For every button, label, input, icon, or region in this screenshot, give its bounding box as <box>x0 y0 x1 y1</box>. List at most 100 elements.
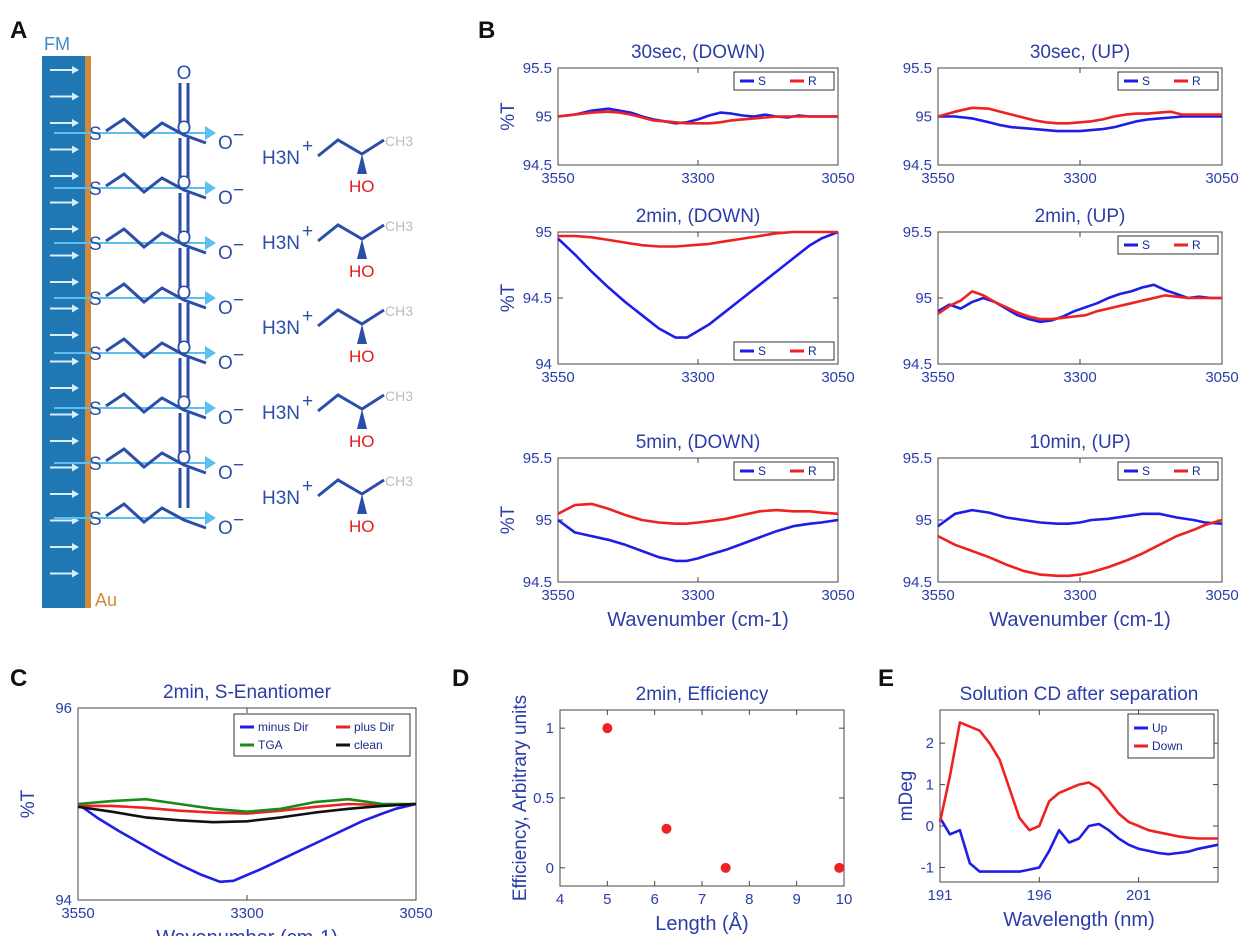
y-tick-label: 95.5 <box>523 450 552 467</box>
y-tick-label: 95 <box>915 512 932 529</box>
y-tick-label: 94 <box>55 892 72 909</box>
x-tick-label: 10 <box>836 891 853 908</box>
x-tick-label: 3050 <box>821 369 854 386</box>
legend-entry: minus Dir <box>258 720 309 734</box>
x-tick-label: 4 <box>556 891 564 908</box>
y-tick-label: 94.5 <box>903 574 932 591</box>
carbonyl-oxygen: O <box>177 338 192 359</box>
carbonyl-oxygen: O <box>177 283 192 304</box>
series-line-r <box>937 290 1222 321</box>
chart-title: 2min, S-Enantiomer <box>163 682 332 703</box>
x-tick-label: 3300 <box>230 905 263 922</box>
sulfur-atom: S <box>89 454 102 475</box>
x-tick-label: 201 <box>1126 887 1151 904</box>
legend-box <box>733 71 835 91</box>
legend-entry: R <box>808 344 817 358</box>
au-label: Au <box>95 590 117 610</box>
legend-entry: R <box>1192 464 1201 478</box>
panel-letter-e: E <box>878 665 894 692</box>
thiol-chains: SOO −SOO −SOO −SOO −SOO −SOO −SOO −SOO − <box>54 63 244 539</box>
chart-5min-down: 5min, (DOWN) 3550 3300 3050 94.5 95 95.5 %T Wave… <box>498 432 855 631</box>
y-tick-label: 0 <box>546 860 554 877</box>
sulfur-atom: S <box>89 399 102 420</box>
y-tick-label: 95 <box>535 109 552 126</box>
chart-solution-cd: Solution CD after separation 191 196 201 -1 0… <box>896 684 1219 931</box>
x-axis-label: Wavelength (nm) <box>1003 909 1155 931</box>
carboxylate-charge: − <box>233 235 244 256</box>
thiol-molecule-7: SOO − <box>54 448 244 539</box>
legend-box <box>1117 71 1219 91</box>
carbonyl-oxygen: O <box>177 118 192 139</box>
amine-group: H3N <box>262 318 300 339</box>
x-axis-label: Wavenumber (cm-1) <box>989 609 1171 631</box>
methyl-group: CH3 <box>385 473 413 489</box>
sulfur-atom: S <box>89 179 102 200</box>
plot-frame <box>559 709 845 887</box>
y-tick-label: -1 <box>921 859 934 876</box>
amino-alcohol-4: H3N+ HO CH3 <box>262 473 413 536</box>
x-tick-label: 3050 <box>1205 170 1238 187</box>
legend-entry: plus Dir <box>354 720 395 734</box>
panel-letter-a: A <box>10 17 27 44</box>
x-tick-label: 8 <box>745 891 753 908</box>
sulfur-atom: S <box>89 234 102 255</box>
carboxylate-charge: − <box>233 290 244 311</box>
x-tick-label: 9 <box>792 891 800 908</box>
amino-alcohol-3: H3N+ HO CH3 <box>262 388 413 451</box>
magnetization-arrow-1 <box>50 92 79 101</box>
chart-title: 30sec, (UP) <box>1030 42 1130 63</box>
series-line-s <box>938 115 1222 133</box>
x-axis-label: Wavenumber (cm-1) <box>156 927 338 936</box>
legend-entry: S <box>758 464 766 478</box>
methyl-group: CH3 <box>385 218 413 234</box>
amino-alcohol-2: H3N+ HO CH3 <box>262 303 413 366</box>
carboxylate-charge: − <box>233 510 244 531</box>
x-tick-label: 6 <box>650 891 658 908</box>
amine-group: H3N <box>262 148 300 169</box>
chart-efficiency: 2min, Efficiency 4 5 6 7 8 9 10 0 0.5 1 Efficiency,… <box>510 684 852 935</box>
ferromagnet-layer <box>42 56 85 608</box>
x-tick-label: 3050 <box>821 587 854 604</box>
y-tick-label: 95.5 <box>903 450 932 467</box>
y-axis-label: mDeg <box>896 771 917 822</box>
data-point <box>720 862 731 873</box>
data-point <box>661 823 672 834</box>
thiol-molecule-0: SOO − <box>54 63 244 154</box>
hydroxyl-group: HO <box>349 347 375 366</box>
chart-title: 2min, (DOWN) <box>636 206 761 227</box>
carboxylate-oxygen: O <box>218 353 233 374</box>
legend: minus Dir plus Dir TGA clean <box>233 713 411 757</box>
amine-charge: + <box>302 391 313 412</box>
y-axis-label: %T <box>18 789 39 818</box>
y-tick-label: 95 <box>535 512 552 529</box>
magnetization-arrows <box>50 66 79 578</box>
legend-box <box>733 341 835 361</box>
chart-10min-up: 10min, (UP) 3550 3300 3050 94.5 95 95.5 Wavenum… <box>903 432 1239 631</box>
panel-letter-d: D <box>452 665 469 692</box>
thiol-molecule-3: SOO − <box>54 228 244 319</box>
y-axis-label: %T <box>498 283 519 312</box>
carbonyl-oxygen: O <box>177 448 192 469</box>
x-axis-label: Wavenumber (cm-1) <box>607 609 789 631</box>
y-tick-label: 95.5 <box>903 60 932 77</box>
x-tick-label: 3050 <box>821 170 854 187</box>
x-tick-label: 3300 <box>681 170 714 187</box>
sulfur-atom: S <box>89 344 102 365</box>
x-tick-label: 3050 <box>1205 369 1238 386</box>
y-axis-label: %T <box>498 505 519 534</box>
x-tick-label: 3550 <box>541 587 574 604</box>
legend-entry: R <box>1192 74 1201 88</box>
carbonyl-oxygen: O <box>177 63 192 84</box>
amine-charge: + <box>302 306 313 327</box>
legend-entry: S <box>1142 238 1150 252</box>
amino-alcohol-1: H3N+ HO CH3 <box>262 218 413 281</box>
carboxylate-oxygen: O <box>218 188 233 209</box>
gold-layer <box>85 56 91 608</box>
series-line-s <box>557 230 839 339</box>
legend-entry: S <box>1142 464 1150 478</box>
methyl-group: CH3 <box>385 388 413 404</box>
